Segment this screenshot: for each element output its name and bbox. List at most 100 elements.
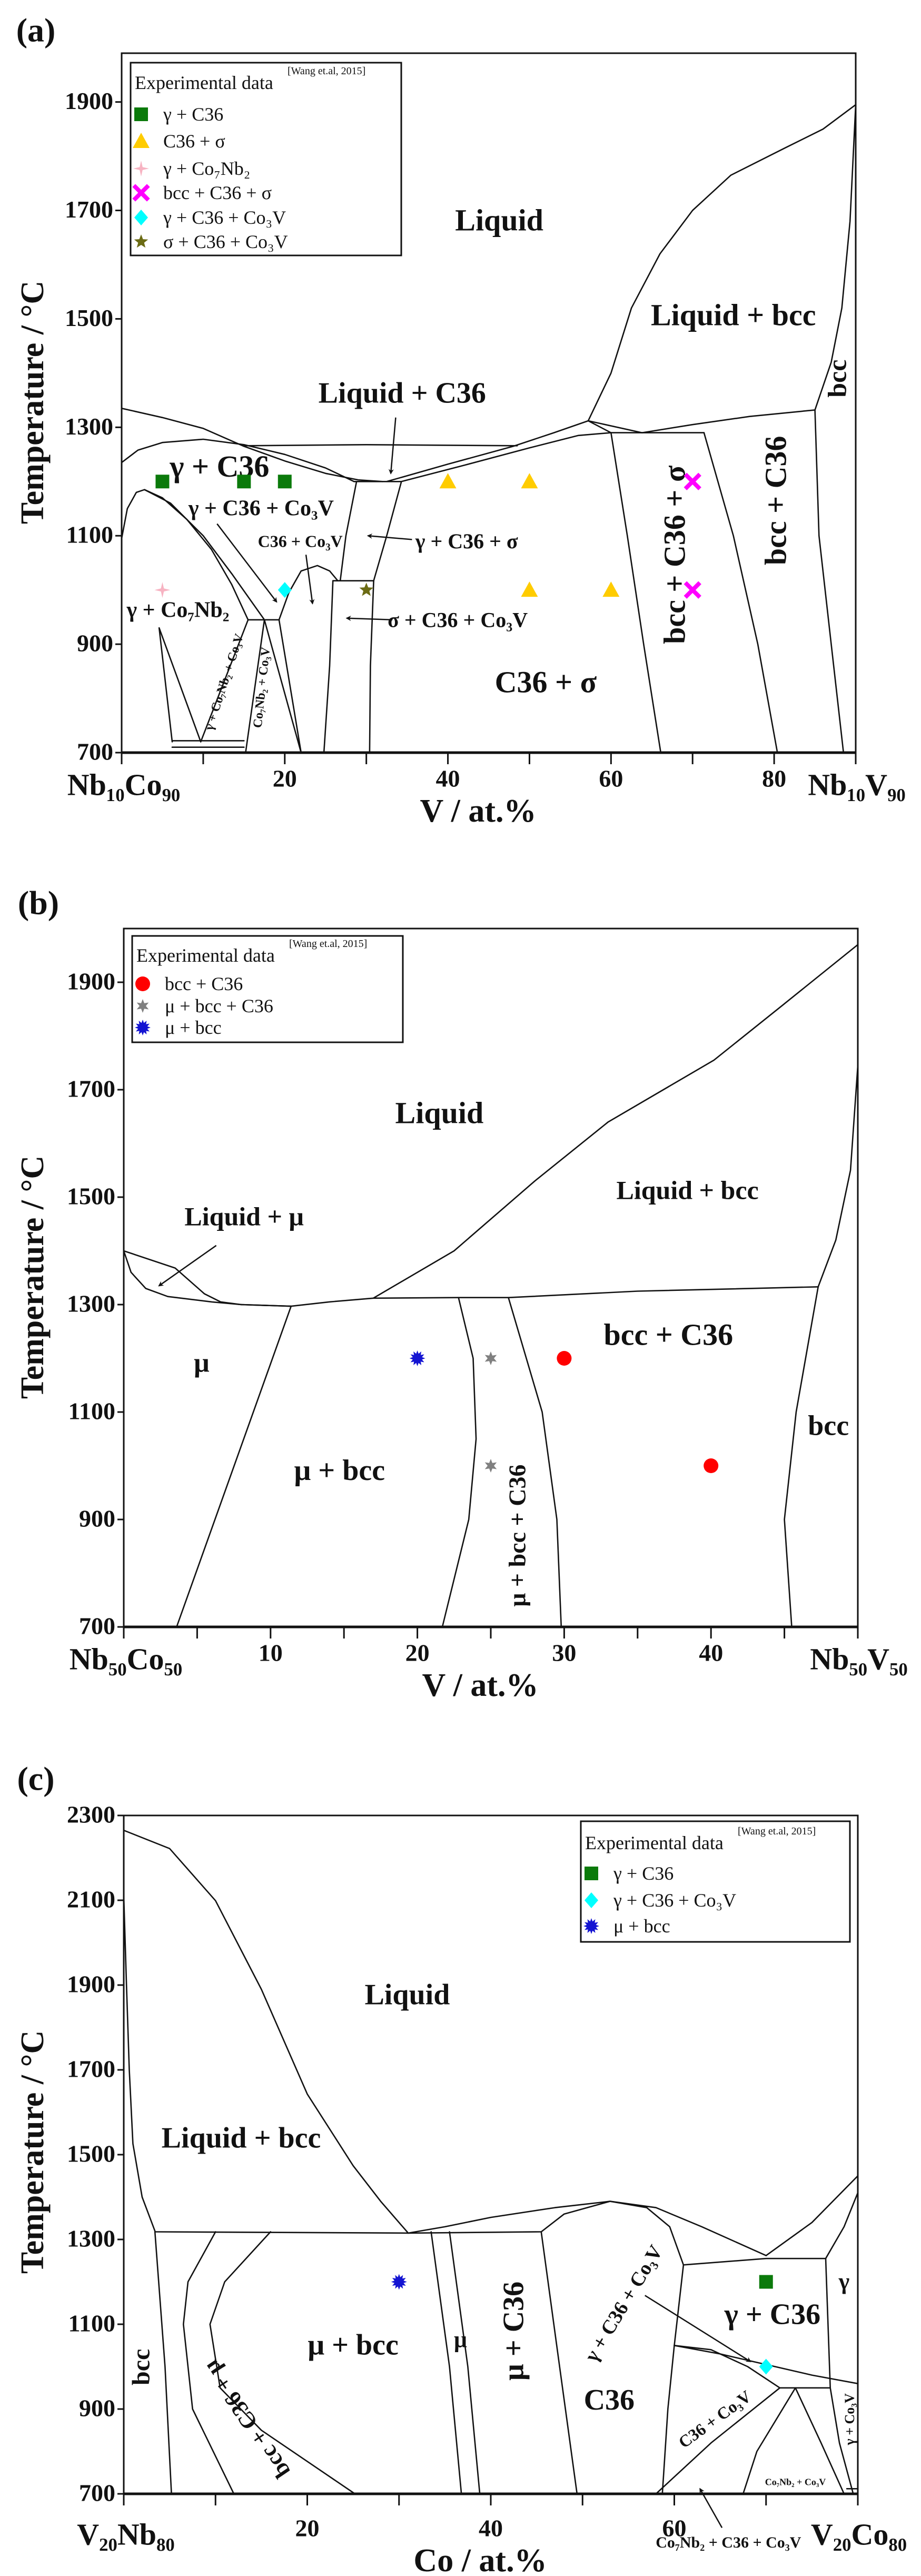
phase-boundary-line (742, 2387, 796, 2495)
phase-region-label: C36 + σ (495, 665, 597, 699)
phase-boundary-line (209, 2231, 356, 2495)
y-tick-label: 900 (79, 1505, 115, 1532)
legend-marker-star6 (136, 999, 149, 1013)
phase-boundary-line (123, 1250, 242, 1306)
panel-label: (a) (16, 12, 56, 49)
phase-boundary-line (121, 408, 383, 482)
phase-boundary-line (449, 2231, 481, 2495)
legend-entry: μ + bcc (613, 1916, 670, 1937)
phase-boundary-line (765, 2175, 859, 2256)
y-tick-label: 1900 (65, 87, 113, 114)
phase-boundary-line (263, 619, 302, 754)
legend-entry: bcc + C36 + σ (163, 182, 272, 203)
phase-boundary-line (641, 409, 816, 433)
data-point-cross (684, 581, 701, 599)
y-tick-label: 1500 (67, 2140, 115, 2167)
phase-boundary-line (121, 438, 355, 482)
legend-marker-square (585, 1867, 598, 1880)
legend-entry: γ + C36 (163, 104, 223, 125)
annotation-arrow (305, 555, 315, 605)
y-tick-label: 1500 (67, 1183, 115, 1210)
phase-boundary-line (144, 489, 265, 621)
legend-marker-diamond (585, 1892, 598, 1908)
x-axis-left-composition: Nb₅₀Co₅₀ (70, 1642, 183, 1676)
x-axis-title: V / at.% (422, 1667, 538, 1703)
y-tick-label: 1500 (65, 304, 113, 331)
legend-reference: [Wang et.al, 2015] (288, 65, 365, 77)
phase-region-label: C36 + Co₃V (258, 532, 343, 551)
phase-boundary-line (386, 420, 589, 482)
data-point-triangle (602, 581, 620, 597)
phase-boundary-line (154, 2231, 542, 2234)
phase-boundary-line (814, 409, 845, 754)
y-tick-label: 700 (79, 1613, 115, 1640)
y-tick-label: 1900 (67, 1971, 115, 1998)
phase-boundary-line (158, 627, 202, 743)
data-point-cross (684, 472, 701, 490)
phase-boundary-line (176, 1305, 292, 1628)
phase-region-label: μ + bcc (308, 2328, 399, 2361)
legend-box (130, 62, 402, 256)
data-point-triangle (521, 581, 538, 597)
phase-region-label: γ + C36 (724, 2298, 821, 2331)
x-axis-left-composition: V₂₀Nb₈₀ (77, 2518, 175, 2552)
legend-entry: C36 + σ (163, 131, 225, 152)
x-axis-title: V / at.% (420, 793, 536, 829)
phase-boundary-line (784, 1286, 819, 1628)
phase-boundary-line (587, 420, 643, 433)
legend-marker-burst (583, 1918, 599, 1934)
phase-region-label: Liquid + bcc (651, 298, 816, 332)
phase-boundary-line (154, 2231, 172, 2495)
phase-region-label: γ + C36 + Co₃V (580, 2241, 667, 2366)
y-tick-label: 2300 (67, 1801, 115, 1828)
x-tick-label: 80 (762, 765, 786, 792)
y-axis-title: Temperature / °C (15, 281, 51, 524)
phase-boundary-line (123, 1829, 409, 2234)
data-point-star6 (484, 1459, 497, 1473)
y-tick-label: 900 (79, 2395, 115, 2422)
phase-region-label: γ + Co₃V (842, 2393, 857, 2446)
phase-region-label: Liquid + C36 (319, 377, 486, 410)
data-point-square (237, 475, 251, 489)
phase-boundary-line (829, 2387, 854, 2495)
phase-boundary-line (278, 619, 302, 754)
phase-region-label: bcc (808, 1410, 849, 1442)
phase-boundary-line (825, 2257, 831, 2389)
legend-marker-star5 (134, 234, 148, 248)
x-axis-left-composition: Nb₁₀Co₉₀ (67, 768, 181, 802)
phase-boundary-line (245, 619, 265, 754)
phase-boundary-line (121, 489, 249, 621)
phase-boundary-line (200, 619, 249, 743)
phase-region-label: γ + Co₇Nb₂ + Co₃V (202, 632, 246, 733)
y-tick-label: 1100 (68, 2310, 115, 2337)
data-point-diamond (278, 582, 292, 598)
x-tick-label: 40 (699, 1640, 723, 1666)
legend-entry: γ + C36 + Co₃V (613, 1890, 736, 1911)
phase-region-label: Liquid + μ (184, 1202, 303, 1231)
legend-entry: γ + C36 + Co₃V (163, 207, 286, 228)
y-tick-label: 1300 (67, 1290, 115, 1317)
annotation-arrow (645, 2295, 751, 2362)
phase-boundary-line (610, 432, 662, 754)
phase-boundary-line (795, 2387, 845, 2495)
y-tick-label: 1700 (67, 1075, 115, 1102)
y-tick-label: 1700 (67, 2056, 115, 2082)
legend-entry: μ + bcc (165, 1017, 222, 1038)
legend-entry: μ + bcc + C36 (165, 995, 273, 1016)
phase-boundary-line (508, 1297, 562, 1628)
phase-region-label: γ + C36 + Co₃V (188, 497, 334, 521)
phase-boundary-line (323, 481, 358, 754)
data-point-star5 (359, 583, 373, 596)
legend-title: Experimental data (136, 945, 275, 966)
phase-boundary-line (814, 104, 857, 411)
phase-region-label: σ + C36 + Co₃V (388, 608, 528, 631)
data-point-circle (557, 1351, 572, 1366)
x-axis-right-composition: Nb₅₀V₅₀ (810, 1642, 908, 1676)
x-tick-label: 60 (599, 765, 623, 792)
phase-boundary-line (540, 2200, 685, 2266)
phase-boundary-line (278, 565, 339, 621)
legend-marker-square (134, 107, 148, 121)
x-tick-label: 10 (259, 1640, 283, 1666)
x-tick-label: 40 (436, 765, 460, 792)
